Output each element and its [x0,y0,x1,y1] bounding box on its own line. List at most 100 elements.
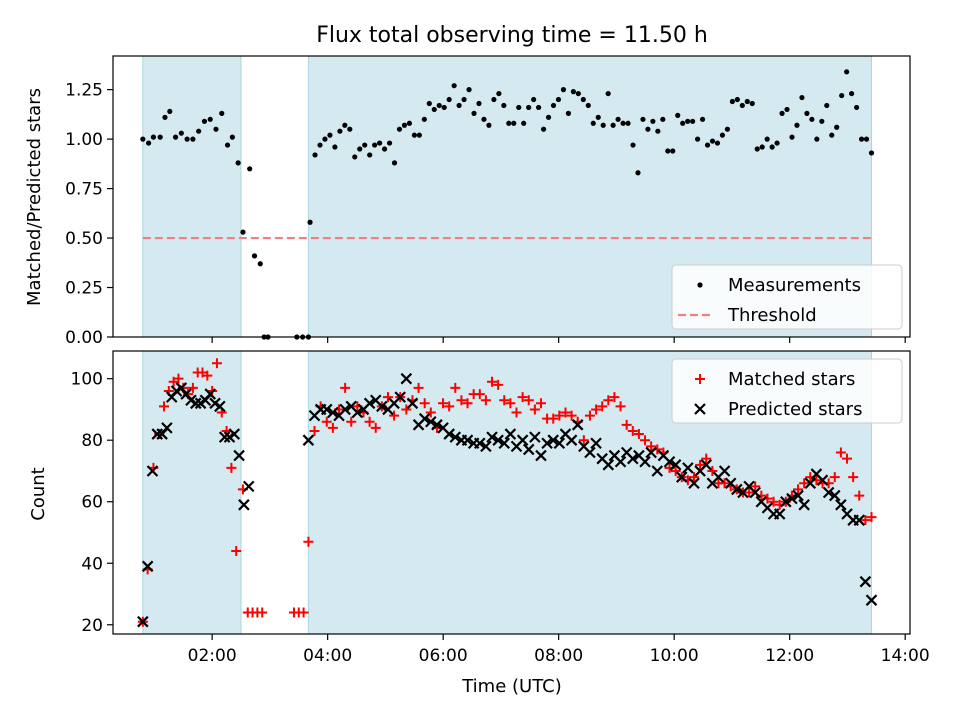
matched-star-point [860,515,871,526]
predicted-star-point [161,422,173,434]
measurement-point [162,114,168,120]
measurement-point [471,110,477,116]
matched-star-point [159,401,170,412]
measurement-point [709,138,716,144]
matched-star-point [493,379,504,390]
x-axis-label: Time (UTC) [461,676,562,697]
matched-star-point [670,465,681,476]
matched-star-point [462,398,473,409]
predicted-star-point [233,449,245,462]
predicted-star-point [786,492,798,505]
matched-star-point [480,395,491,406]
matched-star-point [487,376,498,387]
predicted-star-point [590,437,602,450]
measurement-point [406,120,413,126]
predicted-star-point [473,437,486,450]
matched-star-point [799,478,810,489]
matched-star-point [621,419,632,430]
predicted-star-point [351,406,364,419]
measurement-point [190,136,196,142]
bottom-y-tick-label: 40 [81,554,103,574]
measurement-point [660,116,666,122]
legend-predicted-marker [694,403,706,415]
measurement-point [600,122,606,128]
measurement-point [257,261,263,267]
matched-star-point [231,545,242,556]
matched-star-point [321,416,332,427]
measurement-point [235,160,241,166]
measurement-point [863,136,870,142]
matched-star-point [627,425,638,436]
measurement-point [411,132,417,138]
measurement-point [575,90,581,97]
measurement-point [784,106,790,113]
measurement-point [675,112,681,118]
measurement-point [555,96,562,103]
measurement-point [496,90,502,97]
matched-star-point [370,422,381,433]
measurement-point [150,134,157,140]
measurement-point [466,87,472,93]
measurement-point [486,122,492,128]
predicted-star-point [835,499,847,511]
predicted-star-point [443,428,455,440]
matched-star-point [609,392,620,403]
predicted-star-point [865,594,878,606]
predicted-star-point [320,403,333,416]
measurement-point [764,136,770,142]
measurement-point [476,100,482,107]
predicted-star-point [449,431,462,443]
measurement-point [436,102,442,109]
measurement-point [481,116,487,122]
measurement-point [461,96,467,103]
matched-star-point [401,404,412,415]
measurement-point [201,118,208,124]
top-legend: Measurements Threshold [671,264,903,330]
measurement-point [814,136,820,142]
measurement-point [229,134,235,140]
measurement-point [834,124,840,130]
predicted-star-point [565,434,578,446]
predicted-star-point [151,428,164,440]
matched-star-point [719,478,730,489]
matched-star-point [474,389,485,400]
top-y-tick-label: 1.25 [65,81,103,101]
measurement-point [312,152,318,158]
measurement-point [704,142,711,148]
matched-star-point [389,410,400,421]
measurement-point [849,90,855,97]
matched-star-point [750,481,761,492]
measurement-point [610,122,616,128]
matched-star-point [303,536,314,547]
measurement-point [670,148,676,154]
measurement-point [779,110,785,116]
top-observing-window-1 [142,55,242,338]
matched-star-point [597,401,608,412]
matched-star-point [211,358,222,369]
matched-star-point [444,401,455,412]
top-axes-frame [112,55,911,338]
x-tick-label: 04:00 [303,646,352,666]
bottom-y-tick-label: 20 [81,616,103,636]
measurement-point [749,100,755,107]
matched-star-point [744,487,755,498]
predicted-star-point [516,434,529,446]
measurement-point [441,104,447,111]
measurement-point [744,98,750,105]
predicted-star-point [663,455,676,468]
measurement-point [367,152,373,158]
measurement-point [853,104,860,111]
measurement-point [694,136,701,142]
measurement-point [550,102,557,109]
predicted-star-point [218,431,231,443]
measurement-point [560,87,567,93]
matched-star-point [340,382,351,393]
measurement-point [172,134,179,140]
predicted-star-point [645,446,657,459]
measurement-point [809,116,815,122]
measurement-point [347,126,353,132]
matched-star-point [695,459,706,470]
measurement-point [774,140,780,146]
predicted-star-point [688,477,700,490]
measurement-point [655,128,661,134]
